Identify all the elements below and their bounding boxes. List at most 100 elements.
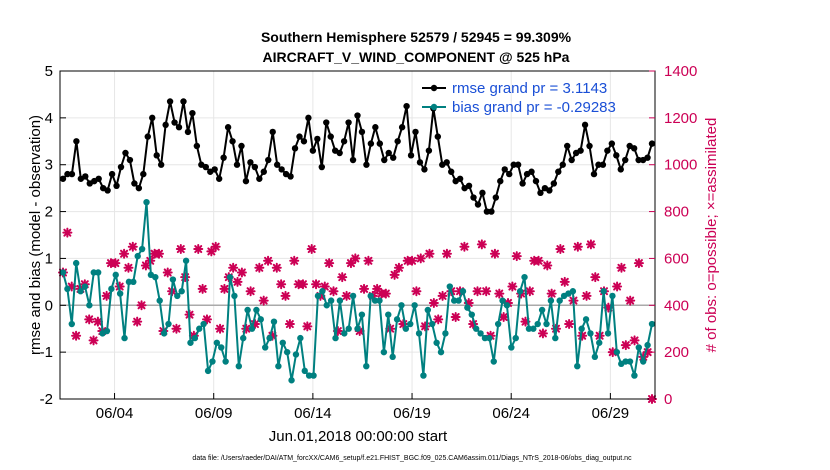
rmse-point [488,208,495,215]
rmse-point [595,161,602,168]
obs-marker-stroke [416,254,425,263]
obs-marker [559,276,570,287]
bias-point [319,288,326,295]
bias-point [72,259,80,267]
rmse-point [336,149,343,157]
x-axis-label: Jun.01,2018 00:00:00 start [269,428,448,445]
obs-marker-stroke [408,256,417,265]
rmse-point [296,133,303,140]
y-axis-label-right: # of obs: o=possible; ×=assimilated [703,118,720,353]
bias-point [174,292,181,300]
obs-marker [232,276,243,287]
obs-marker [215,323,226,334]
rmse-point [456,175,464,182]
rmse-point [157,161,165,168]
rmse-point [421,166,428,173]
bias-point [323,302,330,309]
obs-marker [407,255,418,266]
rmse-point [73,138,80,145]
y-tick-label-left: 2 [45,204,53,221]
bias-point [437,348,445,356]
bias-point [591,353,599,361]
obs-marker-stroke [477,240,486,249]
obs-marker [542,260,553,271]
bias-point [547,297,555,304]
obs-marker [511,251,522,262]
rmse-point [247,159,254,166]
bias-point [332,334,339,342]
rmse-point [242,177,250,185]
rmse-point [300,138,308,145]
bias-point [349,292,357,300]
rmse-point [175,124,183,131]
rmse-point [403,102,410,110]
bias-point [367,292,374,300]
bias-point [389,353,396,361]
y-tick-label-right: 200 [664,344,689,361]
rmse-point [184,128,192,136]
bias-point [226,273,234,281]
obs-marker-stroke [373,284,382,293]
bias-point [613,348,621,356]
obs-marker-stroke [298,280,307,289]
obs-marker [219,283,230,294]
obs-marker [625,295,636,306]
obs-marker [193,244,204,255]
rmse-point [367,140,375,147]
obs-marker [324,258,335,269]
obs-marker-stroke [634,259,643,268]
rmse-point [644,154,651,161]
obs-marker-stroke [412,287,421,296]
obs-marker [71,330,82,341]
rmse-point [108,170,116,178]
bias-point [204,367,212,375]
obs-marker-stroke [394,263,403,272]
rmse-point [519,180,526,187]
y-tick-label-left: -2 [40,391,53,408]
bias-point [363,363,370,370]
obs-marker [276,279,287,290]
obs-marker-stroke [216,324,225,333]
obs-marker-stroke [176,245,185,254]
obs-marker [411,286,422,297]
bias-point [270,318,278,325]
bias-point [472,325,480,332]
obs-marker [110,258,121,269]
rmse-point [398,124,406,131]
obs-marker [612,281,623,292]
bias-point [213,339,221,346]
bias-point [121,334,128,342]
legend-rmse-marker [430,84,438,92]
rmse-point [568,156,575,164]
bias-point [600,288,607,295]
rmse-point [113,182,120,189]
obs-marker-stroke [154,249,163,258]
obs-marker-stroke [220,284,229,293]
obs-marker [620,340,631,351]
obs-marker [441,248,452,259]
bias-point [345,325,352,332]
x-tick-label: 06/14 [294,405,332,422]
obs-marker [380,288,391,299]
obs-marker-stroke [124,263,133,272]
rmse-point [559,161,566,168]
y-tick-label-right: 400 [664,297,689,314]
rmse-point [443,159,450,166]
obs-marker-stroke [360,284,369,293]
obs-marker [581,290,592,301]
obs-marker-stroke [560,277,569,286]
y-tick-label-left: 1 [45,250,53,267]
bias-point [165,320,172,328]
rmse-point [546,187,553,194]
obs-marker [350,253,361,264]
obs-marker [341,290,352,301]
bias-point [191,334,199,342]
obs-marker [629,335,640,346]
rmse-point [537,189,544,197]
bias-point [525,325,533,332]
bias-point [433,339,440,346]
bias-point [327,297,335,304]
bias-point [429,320,436,328]
obs-marker-stroke [229,263,238,272]
obs-marker [254,262,265,273]
